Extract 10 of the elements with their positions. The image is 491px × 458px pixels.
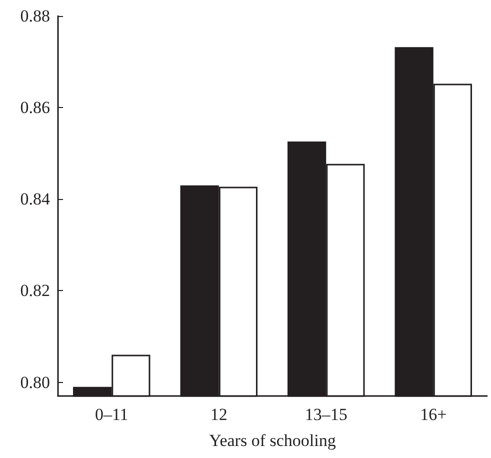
y-tick-label: 0.82 [20,281,50,300]
x-axis-title: Years of schooling [209,431,336,450]
y-tick-label: 0.84 [20,190,50,209]
x-tick-label: 12 [210,405,228,424]
x-tick-label: 0–11 [94,405,128,424]
y-tick-label: 0.88 [20,6,50,26]
x-tick-label: 13–15 [304,405,348,424]
x-tick-label: 16+ [420,405,447,424]
y-tick-label: 0.86 [20,98,50,118]
y-tick-label: 0.80 [20,372,50,392]
